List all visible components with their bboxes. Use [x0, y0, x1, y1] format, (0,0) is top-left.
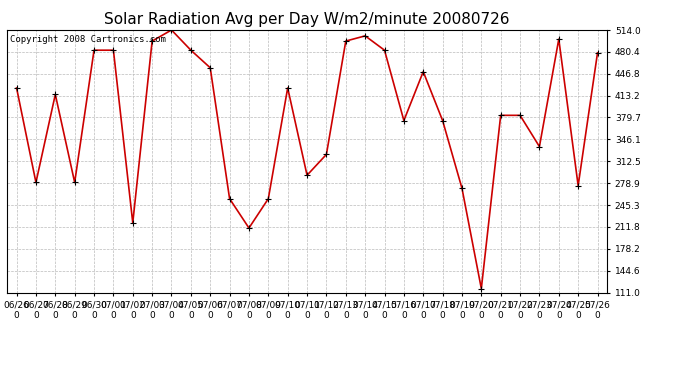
Title: Solar Radiation Avg per Day W/m2/minute 20080726: Solar Radiation Avg per Day W/m2/minute …: [104, 12, 510, 27]
Text: Copyright 2008 Cartronics.com: Copyright 2008 Cartronics.com: [10, 35, 166, 44]
